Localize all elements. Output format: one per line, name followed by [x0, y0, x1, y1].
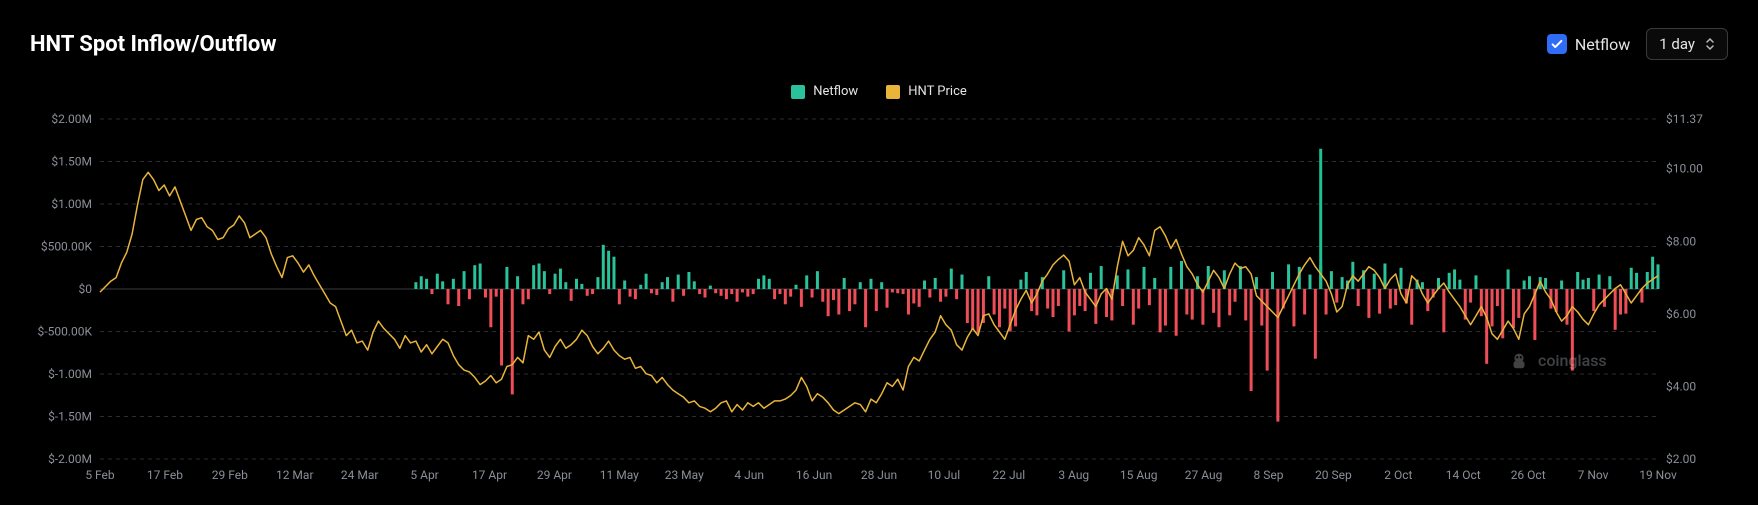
svg-text:$-1.50M: $-1.50M — [48, 410, 92, 424]
svg-text:8 Sep: 8 Sep — [1254, 468, 1284, 482]
svg-text:$-1.00M: $-1.00M — [48, 367, 92, 381]
period-dropdown[interactable]: 1 day — [1646, 28, 1728, 60]
svg-text:$2.00M: $2.00M — [51, 112, 92, 126]
svg-text:$11.37: $11.37 — [1666, 112, 1703, 126]
page-title: HNT Spot Inflow/Outflow — [30, 32, 277, 57]
svg-text:28 Jun: 28 Jun — [861, 468, 897, 482]
svg-text:5 Apr: 5 Apr — [410, 468, 438, 482]
period-dropdown-label: 1 day — [1659, 35, 1695, 53]
controls: Netflow 1 day — [1547, 28, 1728, 60]
legend-price[interactable]: HNT Price — [886, 84, 967, 99]
svg-text:16 Jun: 16 Jun — [796, 468, 832, 482]
svg-text:12 Mar: 12 Mar — [276, 468, 314, 482]
svg-text:14 Oct: 14 Oct — [1446, 468, 1481, 482]
svg-text:2 Oct: 2 Oct — [1384, 468, 1412, 482]
svg-text:17 Apr: 17 Apr — [472, 468, 507, 482]
svg-text:$-2.00M: $-2.00M — [48, 452, 92, 466]
svg-text:3 Aug: 3 Aug — [1058, 468, 1089, 482]
legend-price-swatch — [886, 85, 900, 99]
svg-text:10 Jul: 10 Jul — [928, 468, 961, 482]
svg-text:20 Sep: 20 Sep — [1315, 468, 1352, 482]
svg-text:$500.00K: $500.00K — [41, 240, 93, 254]
svg-text:5 Feb: 5 Feb — [85, 468, 115, 482]
netflow-toggle-label: Netflow — [1575, 35, 1630, 54]
svg-text:26 Oct: 26 Oct — [1511, 468, 1546, 482]
legend: Netflow HNT Price — [30, 84, 1728, 99]
chevron-updown-icon — [1705, 37, 1715, 51]
header: HNT Spot Inflow/Outflow Netflow 1 day — [30, 24, 1728, 64]
netflow-toggle[interactable]: Netflow — [1547, 34, 1630, 54]
svg-text:17 Feb: 17 Feb — [147, 468, 183, 482]
svg-text:27 Aug: 27 Aug — [1185, 468, 1223, 482]
svg-text:7 Nov: 7 Nov — [1578, 468, 1609, 482]
legend-price-label: HNT Price — [908, 84, 967, 99]
svg-text:$4.00: $4.00 — [1666, 379, 1696, 393]
svg-text:$-500.00K: $-500.00K — [38, 325, 93, 339]
svg-text:23 May: 23 May — [665, 468, 704, 482]
chart-panel: HNT Spot Inflow/Outflow Netflow 1 day Ne… — [0, 0, 1758, 505]
svg-text:11 May: 11 May — [600, 468, 639, 482]
svg-text:29 Apr: 29 Apr — [537, 468, 572, 482]
svg-text:$1.50M: $1.50M — [51, 155, 92, 169]
svg-text:22 Jul: 22 Jul — [993, 468, 1026, 482]
chart-svg: $2.00M $1.50M $1.00M $500.00K $0 $-500.00K $-1… — [30, 109, 1728, 489]
svg-text:29 Feb: 29 Feb — [212, 468, 248, 482]
legend-netflow[interactable]: Netflow — [791, 84, 858, 99]
svg-text:$1.00M: $1.00M — [51, 197, 92, 211]
svg-text:$8.00: $8.00 — [1666, 234, 1696, 248]
checkbox-icon — [1547, 34, 1567, 54]
svg-text:$6.00: $6.00 — [1666, 307, 1696, 321]
svg-text:24 Mar: 24 Mar — [341, 468, 379, 482]
legend-netflow-label: Netflow — [813, 84, 858, 99]
legend-netflow-swatch — [791, 85, 805, 99]
svg-text:$10.00: $10.00 — [1666, 162, 1703, 176]
svg-text:$0: $0 — [79, 282, 93, 296]
svg-text:4 Jun: 4 Jun — [734, 468, 764, 482]
chart-area: $2.00M $1.50M $1.00M $500.00K $0 $-500.00K $-1… — [30, 109, 1728, 489]
svg-text:$2.00: $2.00 — [1666, 452, 1696, 466]
svg-text:19 Nov: 19 Nov — [1639, 468, 1677, 482]
svg-text:15 Aug: 15 Aug — [1120, 468, 1158, 482]
